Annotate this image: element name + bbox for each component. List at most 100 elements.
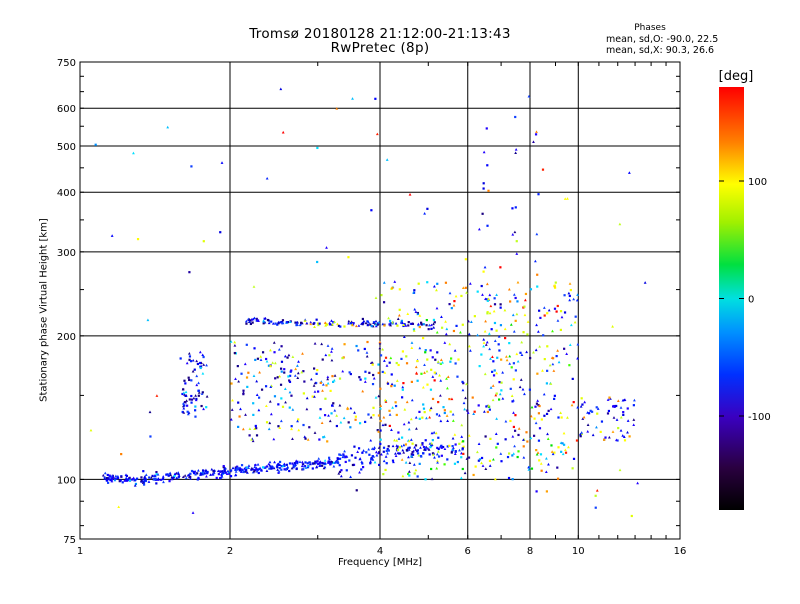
- data-point: [490, 328, 493, 331]
- data-point: [360, 460, 364, 463]
- data-point: [412, 328, 416, 331]
- data-point: [183, 379, 186, 382]
- data-point: [357, 349, 360, 352]
- data-point: [416, 379, 419, 382]
- data-point: [397, 431, 400, 434]
- data-point: [497, 335, 501, 338]
- data-point: [425, 416, 428, 420]
- data-point: [538, 309, 541, 312]
- data-point: [205, 363, 208, 367]
- data-point: [390, 385, 393, 388]
- data-point: [101, 473, 105, 477]
- data-point: [244, 470, 248, 473]
- data-point: [487, 297, 490, 301]
- data-point: [255, 469, 259, 473]
- data-point: [619, 406, 623, 409]
- data-point: [481, 212, 484, 215]
- data-point: [390, 373, 393, 376]
- data-point: [503, 308, 507, 312]
- data-point: [105, 479, 108, 482]
- data-point: [322, 436, 325, 439]
- data-point: [482, 344, 486, 348]
- data-point: [497, 343, 500, 346]
- data-point: [581, 403, 584, 406]
- data-point: [312, 322, 315, 326]
- data-point: [332, 461, 335, 464]
- data-point: [308, 462, 312, 466]
- data-point: [253, 468, 256, 472]
- data-point: [446, 386, 449, 390]
- data-point: [351, 463, 355, 467]
- data-point: [315, 372, 318, 375]
- data-point: [358, 422, 362, 425]
- data-point: [326, 344, 330, 347]
- data-point: [369, 438, 373, 442]
- data-point: [222, 471, 225, 475]
- data-point: [181, 475, 185, 479]
- data-point: [396, 448, 400, 451]
- data-point: [484, 319, 487, 323]
- data-point: [184, 476, 188, 480]
- data-point: [571, 467, 574, 470]
- data-point: [450, 451, 453, 454]
- data-point: [415, 449, 419, 453]
- data-point: [391, 406, 395, 409]
- data-point: [462, 440, 465, 443]
- data-point: [431, 397, 435, 401]
- data-point: [271, 464, 275, 468]
- data-point: [372, 406, 375, 409]
- data-point: [311, 462, 315, 465]
- data-point: [517, 433, 520, 437]
- data-point: [330, 412, 333, 415]
- data-point: [202, 407, 205, 411]
- data-point: [567, 291, 571, 295]
- data-point: [379, 404, 383, 407]
- data-point: [239, 470, 243, 473]
- data-point: [407, 420, 411, 424]
- data-point: [477, 227, 481, 231]
- data-point: [395, 439, 399, 442]
- data-point: [509, 387, 512, 390]
- data-point: [379, 442, 382, 446]
- data-point: [350, 454, 354, 457]
- data-point: [276, 323, 279, 326]
- data-point: [523, 305, 526, 308]
- data-point: [472, 473, 475, 477]
- data-point: [611, 324, 615, 328]
- data-point: [250, 438, 253, 441]
- data-point: [532, 350, 535, 354]
- data-point: [338, 377, 342, 380]
- data-point: [354, 418, 357, 421]
- data-point: [580, 431, 584, 434]
- data-point: [220, 472, 223, 476]
- data-point: [529, 356, 532, 360]
- data-point: [254, 358, 257, 362]
- data-point: [268, 400, 272, 403]
- data-point: [281, 319, 285, 322]
- data-point: [387, 449, 390, 452]
- data-point: [134, 478, 137, 482]
- data-point: [318, 460, 322, 464]
- data-point: [443, 341, 447, 344]
- data-point: [500, 358, 503, 361]
- data-point: [188, 358, 191, 361]
- data-point: [385, 462, 388, 465]
- data-point: [501, 371, 505, 374]
- data-point: [108, 474, 111, 477]
- data-point: [444, 320, 447, 323]
- data-point: [328, 460, 332, 463]
- data-point: [402, 451, 406, 454]
- data-point: [233, 351, 236, 355]
- data-point: [455, 324, 458, 327]
- data-point: [332, 380, 335, 384]
- data-point: [446, 375, 450, 378]
- data-point: [132, 476, 136, 480]
- data-point: [486, 311, 489, 314]
- data-point: [572, 401, 575, 404]
- data-point: [384, 400, 388, 403]
- data-point: [255, 319, 258, 322]
- data-point: [234, 377, 237, 381]
- data-point: [155, 470, 158, 474]
- data-point: [486, 312, 489, 315]
